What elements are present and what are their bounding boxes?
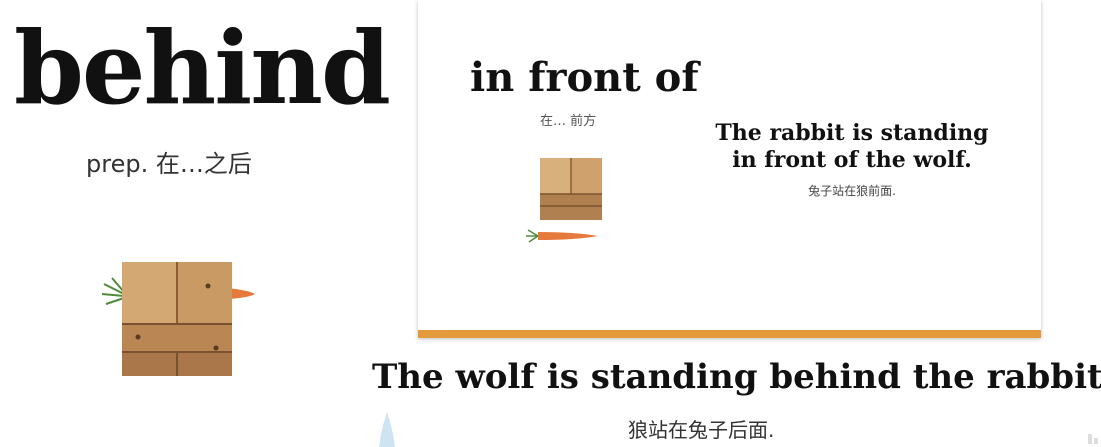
vocab-word: behind bbox=[14, 9, 391, 127]
slide-sentence-line-2: in front of the wolf. bbox=[732, 146, 972, 173]
wooden-box-icon bbox=[540, 158, 602, 220]
slide-sentence-translation: 兔子站在狼前面. bbox=[808, 184, 896, 198]
slide-example-sentence: The rabbit is standing in front of the w… bbox=[688, 120, 1016, 174]
caption-sentence: The wolf is standing behind the rabbit. bbox=[372, 357, 1101, 397]
slide-sentence-line-1: The rabbit is standing bbox=[715, 120, 989, 146]
corner-mark-icon bbox=[1088, 434, 1098, 444]
wooden-box-with-carrot-icon bbox=[101, 262, 255, 376]
slide-title: in front of bbox=[470, 54, 699, 101]
water-drop-icon bbox=[379, 412, 395, 447]
slide-title-translation: 在… 前方 bbox=[540, 114, 597, 129]
caption-translation: 狼站在兔子后面. bbox=[628, 418, 775, 442]
vocab-definition: prep. 在…之后 bbox=[86, 150, 252, 178]
lesson-slide: in front of 在… 前方 The rabbit is standing… bbox=[418, 0, 1041, 338]
slide-accent-bar bbox=[418, 330, 1041, 338]
carrot-icon bbox=[526, 229, 598, 243]
